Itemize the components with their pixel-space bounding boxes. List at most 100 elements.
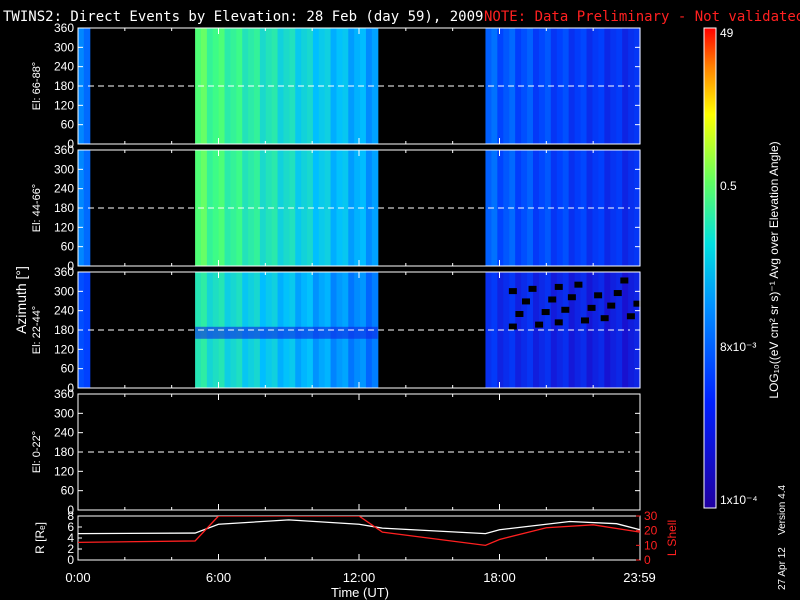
heatmap-cell (83, 150, 91, 266)
y-tick-label: 300 (54, 284, 74, 298)
x-tick-label: 6:00 (206, 570, 231, 585)
heatmap-cell (622, 28, 629, 144)
radius-series (78, 519, 640, 535)
heatmap-gap (548, 296, 557, 303)
y-tick-label: 180 (54, 201, 74, 215)
panel-label: El: 0-22° (31, 431, 43, 473)
r-axis-label: R [Rₑ] (33, 522, 47, 554)
heatmap-gap (554, 319, 563, 326)
heatmap-cell (271, 28, 279, 144)
colorbar-title: LOG₁₀((eV cm² sr s)⁻¹ Avg over Elevation… (767, 141, 781, 398)
panel-label: El: 44-66° (31, 184, 43, 232)
heatmap-gap (508, 323, 517, 330)
colorbar-label-mid-high: 0.5 (720, 179, 737, 193)
footer-version: Version 4.4 (777, 485, 788, 535)
y-tick-label: 180 (54, 323, 74, 337)
heatmap-gap (515, 310, 524, 317)
heatmap-cell (254, 28, 261, 144)
heatmap-gap (535, 321, 544, 328)
y-tick-label: 120 (54, 98, 74, 112)
heatmap-cell (604, 272, 611, 388)
heatmap-cell (604, 28, 611, 144)
y-tick-label: 300 (54, 406, 74, 420)
heatmap-cell (622, 150, 629, 266)
y-tick-label: 240 (54, 60, 74, 74)
heatmap-cell (521, 28, 528, 144)
heatmap-gap (554, 283, 563, 290)
heatmap-gap (521, 298, 530, 305)
heatmap-cell (354, 150, 361, 266)
heatmap-gap (561, 306, 570, 313)
r-tick-label: 0 (67, 553, 74, 567)
heatmap-cell (354, 28, 361, 144)
heatmap-cell (212, 150, 220, 266)
footer-date: 27 Apr 12 (777, 547, 788, 590)
heatmap-cell (521, 150, 528, 266)
heatmap-cell (574, 28, 582, 144)
heatmap-cell (301, 28, 308, 144)
heatmap-cell (592, 28, 599, 144)
heatmap-cell (242, 28, 249, 144)
heatmap-cell (342, 150, 349, 266)
y-tick-label: 300 (54, 162, 74, 176)
heatmap-cell (533, 150, 540, 266)
r-tick-label: 8 (67, 509, 74, 523)
y-tick-label: 60 (61, 362, 75, 376)
azimuth-label: Azimuth [°] (13, 266, 29, 334)
heatmap-cell (83, 28, 91, 144)
heatmap-cell (628, 150, 635, 266)
heatmap-cell (342, 28, 349, 144)
r-tick-label: 4 (67, 531, 74, 545)
heatmap-cell (503, 28, 510, 144)
heatmap-cell (491, 150, 498, 266)
heatmap-cell (550, 28, 558, 144)
heatmap-cell (312, 28, 320, 144)
colorbar-label-max: 49 (720, 26, 734, 40)
heatmap-cell (562, 272, 570, 388)
lshell-tick-label: 20 (644, 524, 658, 538)
heatmap-cell (242, 150, 249, 266)
heatmap-gap (613, 290, 622, 297)
heatmap-cell (491, 272, 498, 388)
heatmap-cell (550, 272, 558, 388)
x-tick-label: 18:00 (483, 570, 516, 585)
heatmap-cell (324, 28, 332, 144)
y-tick-label: 120 (54, 342, 74, 356)
heatmap-cell (503, 272, 510, 388)
heatmap-gap (567, 294, 576, 301)
heatmap-cell (592, 150, 599, 266)
r-tick-label: 2 (67, 542, 74, 556)
r-tick-label: 6 (67, 520, 74, 534)
heatmap-gap (528, 285, 537, 292)
y-tick-label: 360 (54, 21, 74, 35)
heatmap-cell (533, 272, 540, 388)
y-tick-label: 0 (67, 381, 74, 395)
heatmap-cell (283, 28, 290, 144)
x-tick-label: 23:59 (623, 570, 656, 585)
heatmap-gap (541, 309, 550, 316)
elevation-panels: 360 300 240 180 120 60 0 El: 66-88° 360 300 240 180… (31, 21, 642, 517)
heatmap-cell (312, 150, 320, 266)
heatmap-cell (533, 28, 540, 144)
heatmap-cell (83, 272, 91, 388)
y-tick-label: 240 (54, 182, 74, 196)
heatmap-cell (371, 28, 379, 144)
x-tick-label: 12:00 (343, 570, 376, 585)
heatmap-cell (200, 28, 208, 144)
y-tick-label: 240 (54, 426, 74, 440)
panel-4: 360 300 240 180 120 60 0 El: 0-22° (31, 387, 641, 517)
panel-1: 360 300 240 180 120 60 0 El: 66-88° (31, 21, 641, 151)
heatmap-cell (521, 272, 528, 388)
heatmap-cell (254, 150, 261, 266)
y-tick-label: 60 (61, 240, 75, 254)
heatmap-cell (604, 150, 611, 266)
heatmap-cell (371, 150, 379, 266)
heatmap-cell (224, 28, 232, 144)
heatmap-cell (271, 150, 279, 266)
x-axis-label: Time (UT) (331, 585, 389, 600)
heatmap-cell (628, 272, 635, 388)
heatmap-cell (628, 28, 635, 144)
heatmap-gap (607, 302, 616, 309)
heatmap-cell (224, 150, 232, 266)
